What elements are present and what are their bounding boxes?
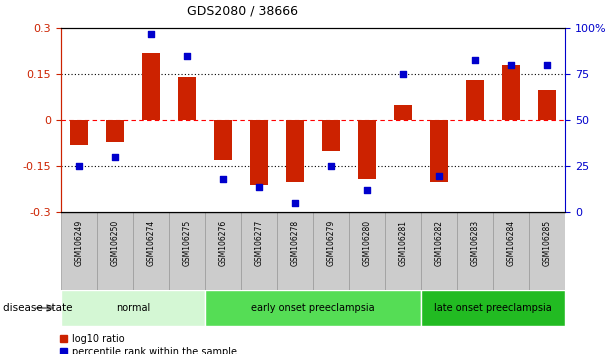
Text: GSM106284: GSM106284: [507, 220, 516, 266]
Point: [435, 173, 444, 178]
Bar: [286, 120, 304, 182]
Bar: [70, 120, 88, 145]
Point: [362, 188, 372, 193]
Text: GDS2080 / 38666: GDS2080 / 38666: [187, 5, 298, 18]
Text: GSM106278: GSM106278: [291, 220, 300, 266]
Bar: [106, 120, 124, 142]
Bar: [61, 290, 205, 326]
Bar: [394, 105, 412, 120]
Text: early onset preeclampsia: early onset preeclampsia: [251, 303, 375, 313]
Text: GSM106283: GSM106283: [471, 220, 480, 266]
Bar: [493, 212, 530, 290]
Bar: [358, 120, 376, 179]
Bar: [214, 120, 232, 160]
Point: [74, 164, 84, 169]
Text: late onset preeclampsia: late onset preeclampsia: [435, 303, 552, 313]
Bar: [322, 120, 340, 151]
Text: disease state: disease state: [3, 303, 72, 313]
Point: [110, 154, 120, 160]
Bar: [97, 212, 133, 290]
Bar: [277, 212, 313, 290]
Text: GSM106279: GSM106279: [326, 220, 336, 267]
Bar: [205, 290, 421, 326]
Bar: [133, 212, 169, 290]
Bar: [169, 212, 205, 290]
Text: GSM106250: GSM106250: [111, 220, 119, 267]
Text: GSM106274: GSM106274: [147, 220, 156, 267]
Text: GSM106282: GSM106282: [435, 220, 444, 266]
Bar: [61, 212, 97, 290]
Bar: [205, 212, 241, 290]
Bar: [502, 65, 520, 120]
Point: [506, 62, 516, 68]
Point: [471, 57, 480, 62]
Legend: log10 ratio, percentile rank within the sample: log10 ratio, percentile rank within the …: [60, 334, 237, 354]
Point: [542, 62, 552, 68]
Bar: [530, 212, 565, 290]
Bar: [385, 212, 421, 290]
Bar: [421, 290, 565, 326]
Bar: [250, 120, 268, 185]
Point: [218, 176, 228, 182]
Text: GSM106249: GSM106249: [74, 220, 83, 267]
Text: GSM106276: GSM106276: [218, 220, 227, 267]
Text: normal: normal: [116, 303, 150, 313]
Bar: [430, 120, 448, 182]
Text: GSM106280: GSM106280: [363, 220, 371, 266]
Point: [290, 200, 300, 206]
Text: GSM106281: GSM106281: [399, 220, 408, 266]
Bar: [349, 212, 385, 290]
Text: GSM106285: GSM106285: [543, 220, 552, 266]
Bar: [313, 212, 349, 290]
Text: GSM106275: GSM106275: [182, 220, 192, 267]
Bar: [142, 53, 160, 120]
Bar: [421, 212, 457, 290]
Bar: [539, 90, 556, 120]
Point: [326, 164, 336, 169]
Point: [182, 53, 192, 59]
Bar: [241, 212, 277, 290]
Point: [146, 31, 156, 37]
Bar: [178, 78, 196, 120]
Point: [398, 72, 408, 77]
Text: GSM106277: GSM106277: [255, 220, 263, 267]
Bar: [457, 212, 493, 290]
Bar: [466, 80, 485, 120]
Point: [254, 184, 264, 189]
